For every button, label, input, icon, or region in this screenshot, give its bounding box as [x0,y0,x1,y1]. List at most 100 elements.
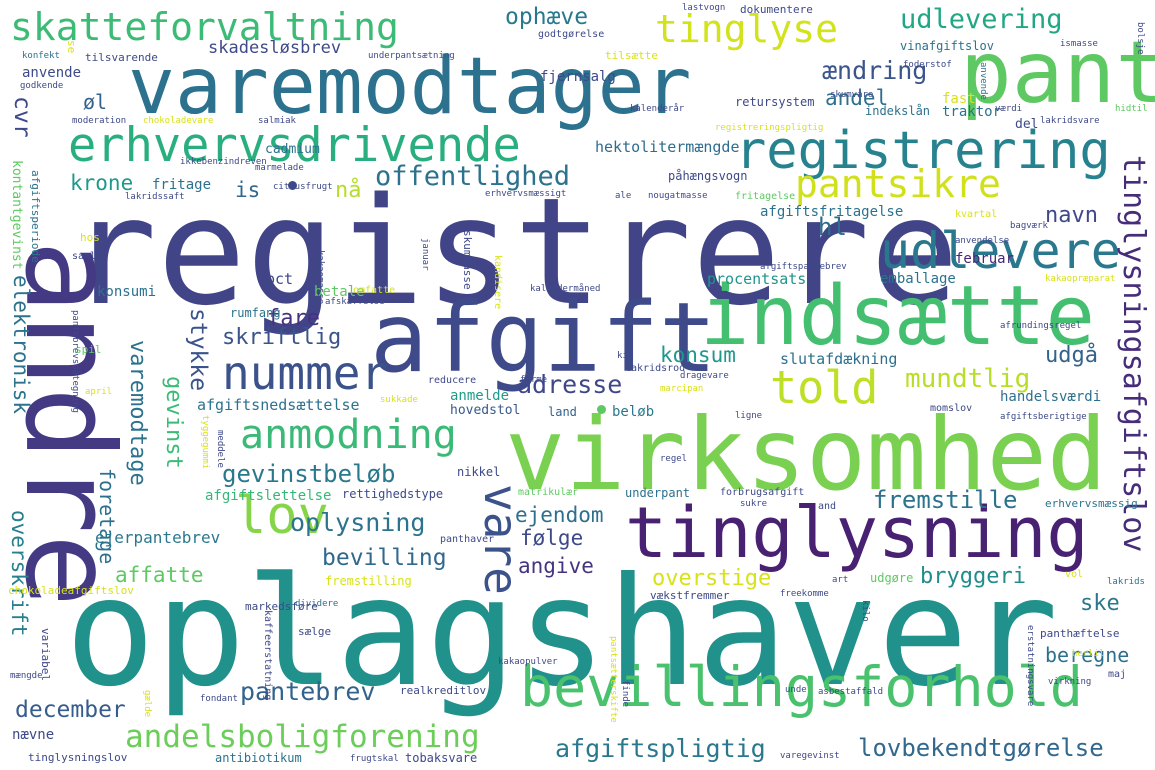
word-art: art [832,575,849,585]
word-konfekt: konfekt [22,51,60,61]
word-foretage: foretage [95,468,119,565]
word-herlil: herlil [1072,649,1105,659]
word-lastvogn: lastvogn [682,3,726,13]
word-frugtskal: frugtskal [350,754,399,764]
word-bevilling: bevilling [322,545,447,571]
word-rumfang: rumfang [230,306,281,320]
word-ale: ale [615,191,632,201]
word-meddele: meddele [215,430,225,468]
word-tinglysningsafgiftslov: tinglysningsafgiftslov [1116,155,1151,553]
word-foderstof: foderstof [903,60,952,70]
word-afgift: afgift [370,282,717,394]
word-fritagelse: fritagelse [735,191,796,202]
word-realkreditlov: realkreditlov [400,684,487,697]
word-markedsfore: markedsføre [245,600,318,613]
word-kalendermaned: kalendermåned [530,284,601,294]
word-pantebrev: pantebrev [240,677,376,706]
word-tobaksvare: tobaksvare [405,751,478,765]
word-lakrids: lakrids [1107,577,1145,587]
word-skriftlig: skriftlig [222,325,342,350]
word-belob: beløb [612,404,655,420]
word-angive: angive [518,554,594,578]
word-ligne: ligne [735,411,763,421]
word-traktor: traktor [942,104,1002,120]
word-registreringspligtig: registreringspligtig [715,123,824,133]
word-varemodtage: varemodtage [125,340,150,486]
word-afgiftsnedsaettelse: afgiftsnedsættelse [197,396,360,414]
word-godkende: godkende [20,81,64,91]
word-panthaeftelse: panthæftelse [1040,627,1120,640]
word-affatte: affatte [115,563,204,587]
word-varemodtager: varemodtager [128,42,692,132]
word-andel: andel [825,86,889,110]
word-kaffeerstatning: kaffeerstatning [262,610,273,701]
word-erhvervsdrivende: erhvervsdrivende [68,118,521,173]
word-pant: pant [960,23,1155,123]
word-dokumentere: dokumentere [740,3,813,16]
word-skummasse: skummasse [461,230,474,290]
word-lov: lov [235,486,329,546]
word-gevinst: gevinst [161,376,186,469]
word-underpant: underpant [625,486,691,500]
word-land: land [548,405,577,419]
word-pct: pct [266,270,294,288]
word-bryggeri: bryggeri [920,564,1026,589]
word-lakridsvare: lakridsvare [1040,116,1100,126]
word-procentsats: procentsats [707,270,807,288]
word-udga: udgå [1045,343,1098,368]
word-varegevinst: varegevinst [780,751,840,761]
word-virkning: virkning [1048,677,1092,687]
word-tilsaette: tilsætte [605,49,658,62]
word-godtgorelse: godtgørelse [538,29,605,40]
dot-2 [597,405,606,414]
word-kandisere: kandisere [492,255,503,310]
word-chokoladevare: chokoladevare [143,116,214,126]
word-del: del [1015,117,1039,132]
word-registrering: registrering [735,121,1111,181]
word-kalenderar: kalenderår [630,104,685,114]
word-udgore: udgøre [870,571,914,585]
word-cadmium: cadmium [265,142,320,157]
word-cvr: cvr [9,96,35,138]
word-nikkel: nikkel [457,465,501,479]
word-navn: navn [1045,203,1098,228]
word-indekslan: indekslån [865,104,931,118]
word-antibiotikum: antibiotikum [215,751,302,765]
word-ol: øl [83,90,108,114]
word-pahaengsvogn: påhængsvogn [668,169,748,183]
word-ikkebenzindreven: ikkebenzindreven [180,157,267,167]
word-lakridssaft: lakridssaft [125,192,185,202]
word-panthaever: panthaver [440,534,495,545]
word-afgiftspligtig: afgiftspligtig [555,734,766,763]
word-citrusfrugt: citrusfrugt [273,182,333,192]
word-fast: fast [942,91,976,107]
word-afgiftsberigtige: afgiftsberigtige [1000,412,1087,422]
word-tyggegummi: tyggegummi [200,415,210,470]
word-told: told [770,361,879,414]
word-hovedstol: hovedstol [450,403,521,418]
word-bagvaerk: bagværk [1010,221,1048,231]
word-pantsikre: pantsikre [795,162,1001,206]
word-april: april [85,387,113,397]
word-bolsje: bolsje [1135,22,1145,55]
word-pantebrevspategning: pantebrevspåtegning [70,310,80,413]
word-tinglysningslov: tinglysningslov [28,751,128,764]
word-registrere: registrere [68,166,960,338]
word-underpantsaetning: underpantsætning [368,51,455,61]
word-konsum: konsum [660,343,736,367]
word-februar: februar [955,251,1015,267]
word-slutafdaekning: slutafdækning [780,350,898,368]
word-chokoladeafgiftslov: chokoladeafgiftslov [8,584,134,597]
word-erhvervsmassigt: erhvervsmæssigt [485,189,567,199]
word-offentlighed: offentlighed [375,161,571,192]
word-spil: spil [75,343,102,356]
word-moderation: moderation [72,116,127,126]
word-ismasse: ismasse [1060,39,1098,49]
word-sukre: sukre [740,499,768,509]
word-fritage: fritage [152,177,212,193]
word-andelsboligforening: andelsboligforening [125,719,480,755]
word-vol: vol [1065,569,1084,580]
word-forme: forme [520,375,548,385]
word-adresse: adresse [517,370,623,399]
